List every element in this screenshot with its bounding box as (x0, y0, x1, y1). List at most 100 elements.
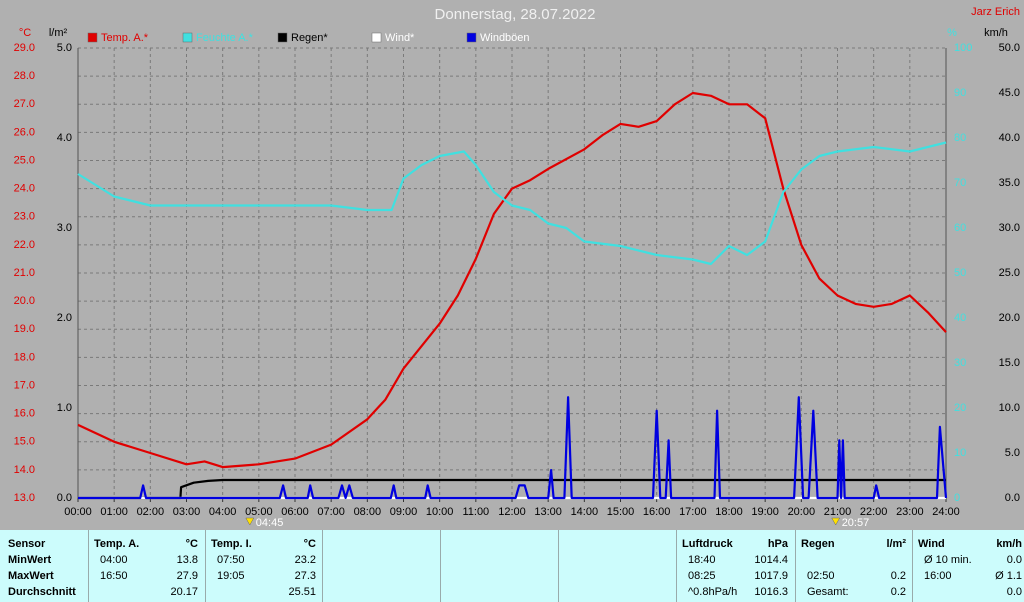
y-tick-label: 27.0 (14, 98, 35, 110)
y-tick-label: 50 (954, 267, 966, 279)
y-tick-label: 50.0 (999, 42, 1020, 54)
table-cell: Ø 1.1 (995, 570, 1022, 582)
series-line (78, 396, 948, 500)
y-tick-label: 5.0 (57, 42, 72, 54)
y-tick-label: 10.0 (999, 402, 1020, 414)
x-tick-label: 21:00 (824, 506, 852, 518)
y-tick-label: 35.0 (999, 177, 1020, 189)
table-cell: 1017.9 (754, 570, 788, 582)
table-cell: 0.2 (890, 570, 906, 582)
series-line (77, 91, 947, 469)
table-cell: °C (185, 538, 198, 550)
table-cell: l/m² (886, 538, 906, 550)
x-tick-label: 04:00 (209, 506, 237, 518)
separator (676, 530, 677, 602)
table-cell: 23.2 (294, 554, 316, 566)
x-tick-label: 07:00 (317, 506, 345, 518)
table-cell: 08:25 (688, 570, 716, 582)
x-tick-label: 24:00 (932, 506, 960, 518)
x-tick-label: 15:00 (607, 506, 635, 518)
y-tick-label: 0.0 (57, 492, 72, 504)
x-tick-label: 02:00 (137, 506, 165, 518)
y-tick-label: 15.0 (14, 436, 35, 448)
axis-unit: % (947, 27, 957, 39)
y-tick-label: 26.0 (14, 126, 35, 138)
legend-swatch (277, 32, 288, 43)
table-cell: Durchschnitt (8, 586, 76, 598)
y-tick-label: 40.0 (999, 132, 1020, 144)
y-tick-label: 17.0 (14, 379, 35, 391)
y-tick-label: 15.0 (999, 357, 1020, 369)
legend-label: Feuchte A.* (196, 32, 254, 44)
y-tick-label: 22.0 (14, 239, 35, 251)
y-tick-label: 40 (954, 312, 966, 324)
separator (912, 530, 913, 602)
y-tick-label: 2.0 (57, 312, 72, 324)
x-tick-label: 22:00 (860, 506, 888, 518)
y-tick-label: 28.0 (14, 70, 35, 82)
x-tick-label: 20:00 (788, 506, 816, 518)
table-cell: 27.3 (294, 570, 316, 582)
table-cell: 20.17 (170, 586, 198, 598)
table-cell: Wind (918, 538, 945, 550)
x-tick-label: 03:00 (173, 506, 201, 518)
y-tick-label: 80 (954, 132, 966, 144)
table-cell: 1014.4 (754, 554, 788, 566)
legend-swatch (87, 32, 98, 43)
y-tick-label: 3.0 (57, 222, 72, 234)
y-tick-label: 60 (954, 222, 966, 234)
legend-label: Wind* (385, 32, 415, 44)
y-tick-label: 14.0 (14, 464, 35, 476)
table-cell: 0.0 (1006, 586, 1022, 598)
x-tick-label: 00:00 (64, 506, 92, 518)
table-cell: Temp. A. (94, 538, 140, 550)
y-tick-label: 25.0 (14, 154, 35, 166)
table-cell: 18:40 (688, 554, 716, 566)
table-cell: Luftdruck (682, 538, 733, 550)
sun-marker (831, 517, 841, 526)
x-tick-label: 08:00 (354, 506, 382, 518)
y-tick-label: 10 (954, 447, 966, 459)
table-cell: 16:50 (100, 570, 128, 582)
x-tick-label: 06:00 (281, 506, 309, 518)
table-cell: 19:05 (217, 570, 245, 582)
y-tick-label: 21.0 (14, 267, 35, 279)
table-cell: 04:00 (100, 554, 128, 566)
legend-swatch (182, 32, 193, 43)
separator (205, 530, 206, 602)
x-tick-label: 12:00 (498, 506, 526, 518)
axis-unit: °C (19, 27, 31, 39)
x-tick-label: 18:00 (715, 506, 743, 518)
table-cell: 07:50 (217, 554, 245, 566)
y-tick-label: 45.0 (999, 87, 1020, 99)
x-tick-label: 19:00 (751, 506, 779, 518)
separator (558, 530, 559, 602)
y-tick-label: 0 (954, 492, 960, 504)
y-tick-label: 20 (954, 402, 966, 414)
table-cell: Gesamt: (807, 586, 849, 598)
legend-label: Windböen (480, 32, 530, 44)
legend-swatch (466, 32, 477, 43)
separator (795, 530, 796, 602)
annotation-label: 04:45 (256, 517, 284, 529)
table-cell: Regen (801, 538, 835, 550)
y-tick-label: 90 (954, 87, 966, 99)
y-tick-label: 24.0 (14, 183, 35, 195)
x-tick-label: 17:00 (679, 506, 707, 518)
y-tick-label: 25.0 (999, 267, 1020, 279)
x-tick-label: 13:00 (534, 506, 562, 518)
axis-unit: km/h (984, 27, 1008, 39)
y-tick-label: 16.0 (14, 408, 35, 420)
sun-marker (245, 517, 255, 526)
stats-table: Sensor MinWert MaxWert Durchschnitt Temp. A.… (0, 530, 1024, 602)
y-tick-label: 5.0 (1005, 447, 1020, 459)
y-tick-label: 18.0 (14, 351, 35, 363)
table-cell: 27.9 (176, 570, 198, 582)
table-cell: 25.51 (288, 586, 316, 598)
x-tick-label: 11:00 (462, 506, 489, 518)
chart: Donnerstag, 28.07.2022 Jarz Erich °C l/m… (14, 6, 1020, 529)
y-tick-label: 20.0 (14, 295, 35, 307)
table-cell: Temp. I. (211, 538, 252, 550)
y-tick-label: 70 (954, 177, 966, 189)
